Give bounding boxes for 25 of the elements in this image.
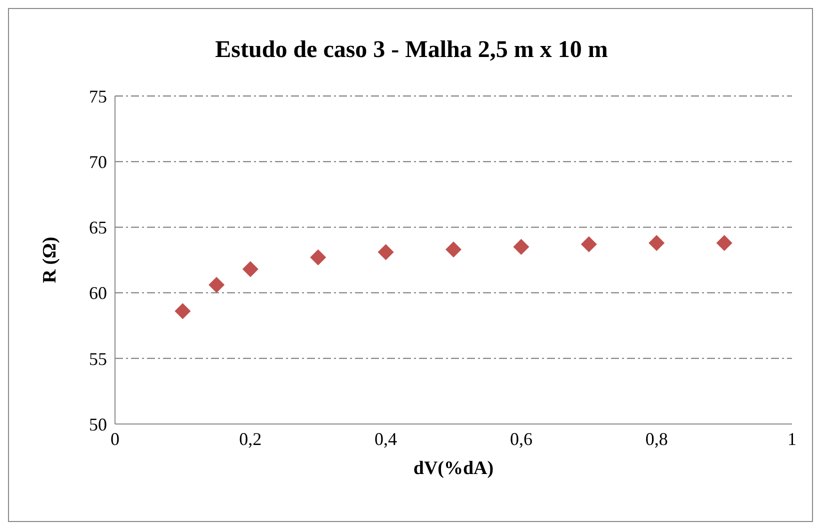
y-tick-label: 70 — [89, 152, 107, 172]
point — [716, 234, 732, 251]
chart-title: Estudo de caso 3 - Malha 2,5 m x 10 m — [214, 37, 609, 64]
x-tick-label: 0 — [110, 428, 120, 449]
point — [378, 244, 394, 260]
x-tick-label: 0,8 — [645, 428, 668, 449]
x-tick-label: 0,4 — [374, 428, 398, 449]
point — [208, 276, 225, 293]
x-axis-title: dV(%dA) — [413, 458, 494, 479]
y-tick-label: 55 — [89, 348, 107, 369]
y-tick-label: 75 — [89, 86, 107, 106]
point — [513, 238, 530, 255]
point — [446, 242, 462, 258]
point — [310, 249, 326, 266]
x-tick-label: 0,2 — [239, 428, 262, 449]
x-tick-label: 1 — [788, 428, 796, 449]
y-tick-label: 65 — [89, 218, 107, 238]
y-axis-title: R (Ω) — [40, 236, 61, 284]
point — [174, 303, 191, 320]
y-tick-label: 50 — [89, 414, 107, 434]
point — [242, 261, 258, 278]
x-tick-label: 0,6 — [510, 428, 532, 449]
y-tick-label: 60 — [89, 283, 107, 304]
point — [580, 236, 597, 252]
point — [648, 234, 665, 251]
